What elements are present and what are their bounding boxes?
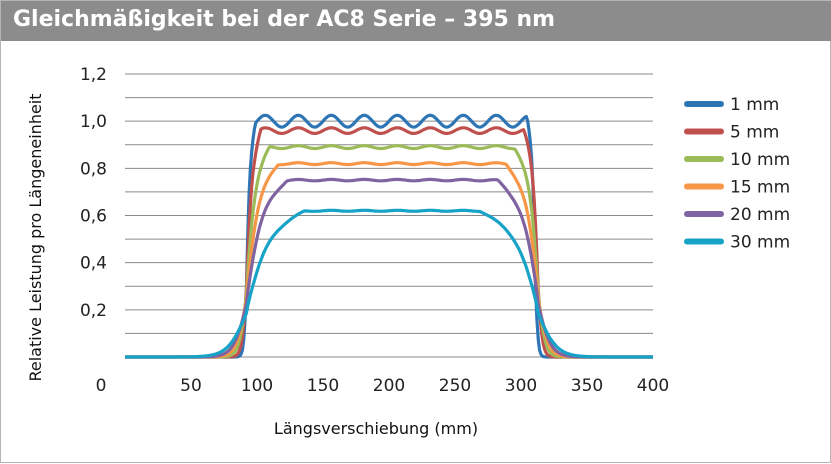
y-tick-label: 1,0	[80, 112, 107, 132]
x-tick-label: 350	[571, 376, 603, 396]
x-tick-label: 0	[96, 376, 107, 396]
y-tick-label: 0,4	[80, 254, 107, 274]
y-axis-label: Relative Leistung pro Längeneinheit	[26, 93, 45, 381]
x-tick-label: 100	[241, 376, 273, 396]
y-tick-label: 0,2	[80, 301, 107, 321]
x-tick-label: 250	[439, 376, 471, 396]
legend-label: 20 mm	[730, 205, 790, 225]
y-tick-label: 0,8	[80, 159, 107, 179]
title-bar: Gleichmäßigkeit bei der AC8 Serie – 395 …	[1, 1, 831, 41]
y-tick-label: 1,2	[80, 65, 107, 85]
x-axis-label: Längsverschiebung (mm)	[274, 419, 478, 438]
x-tick-label: 400	[637, 376, 669, 396]
legend-label: 30 mm	[730, 233, 790, 253]
chart-title: Gleichmäßigkeit bei der AC8 Serie – 395 …	[13, 7, 556, 32]
x-tick-label: 50	[180, 376, 202, 396]
legend-label: 15 mm	[730, 178, 790, 198]
x-tick-label: 150	[307, 376, 339, 396]
series-line-20mm	[124, 177, 654, 359]
legend-label: 5 mm	[730, 123, 779, 143]
legend-label: 1 mm	[730, 95, 779, 115]
series-line-1mm	[124, 113, 654, 359]
x-tick-label: 200	[373, 376, 405, 396]
legend-label: 10 mm	[730, 150, 790, 170]
y-tick-label: 0,6	[80, 207, 107, 227]
series-line-30mm	[124, 208, 654, 359]
x-tick-label: 300	[505, 376, 537, 396]
series-line-10mm	[124, 144, 654, 359]
